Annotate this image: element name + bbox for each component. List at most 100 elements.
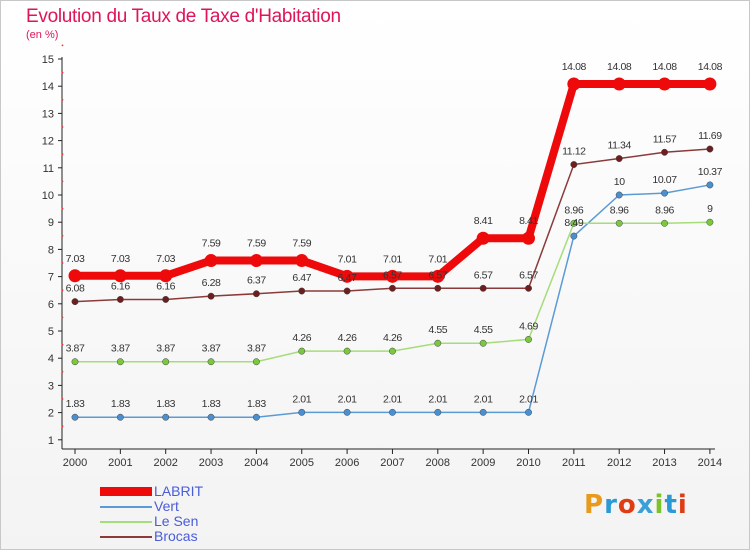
data-label-le-sen: 9 [707,203,713,215]
data-label-labrit: 14.08 [562,61,587,73]
legend-label: Brocas [154,528,198,544]
x-tick-label: 2009 [471,457,495,469]
y-minor-tick [61,207,64,210]
data-label-le-sen: 3.87 [66,343,85,355]
point-le-sen [389,347,396,355]
point-brocas [252,290,260,298]
data-label-brocas: 6.47 [292,272,311,284]
x-tick-label: 2000 [63,457,87,469]
y-minor-tick [61,180,64,183]
data-label-le-sen: 4.26 [292,332,311,344]
point-vert [570,232,578,240]
point-brocas [116,295,124,303]
data-label-brocas: 6.47 [338,272,357,284]
data-label-brocas: 6.57 [428,269,447,281]
y-tick-label: 12 [42,136,54,148]
point-le-sen [343,347,351,355]
point-vert [162,413,170,421]
point-labrit [431,269,445,283]
data-label-labrit: 7.03 [156,253,175,265]
proxiti-logo: Proxiti [584,490,688,520]
y-tick-label: 9 [48,217,54,229]
point-brocas [298,287,306,295]
y-tick-label: 8 [48,244,54,256]
point-le-sen [570,219,578,227]
legend-item-vert: Vert [100,499,203,514]
point-brocas [71,298,79,306]
point-vert [434,408,442,416]
point-brocas [162,295,170,303]
point-labrit [249,254,263,268]
logo-letter: t [664,490,678,520]
y-minor-tick [61,126,64,128]
data-label-brocas: 6.37 [247,275,266,287]
y-tick-label: 1 [48,435,54,447]
point-le-sen [162,358,170,366]
point-brocas [207,292,215,300]
data-label-le-sen: 4.26 [338,332,357,344]
point-le-sen [207,358,215,366]
y-minor-tick [61,316,64,319]
y-tick-label: 11 [43,163,54,175]
point-vert [479,408,487,416]
y-tick-label: 15 [42,54,54,66]
y-minor-tick [61,71,64,74]
x-tick-label: 2011 [562,457,586,469]
logo-letter: P [584,490,605,520]
data-label-vert: 8.49 [564,217,583,229]
point-brocas [661,148,668,156]
point-labrit [295,254,309,268]
point-brocas [706,145,714,153]
data-label-labrit: 14.08 [652,61,677,73]
y-tick-label: 3 [48,380,54,392]
point-le-sen [298,347,306,355]
data-label-vert: 1.83 [66,398,85,410]
legend-item-brocas: Brocas [100,529,203,544]
data-label-le-sen: 8.96 [610,204,629,216]
point-vert [116,413,124,421]
data-label-labrit: 7.59 [292,238,311,250]
data-label-le-sen: 3.87 [111,343,130,355]
x-tick-label: 2012 [607,457,631,469]
data-label-le-sen: 4.26 [383,332,402,344]
point-labrit [113,269,127,283]
point-le-sen [615,219,623,227]
data-label-brocas: 11.69 [698,130,722,142]
y-tick-label: 13 [42,108,54,120]
data-label-le-sen: 3.87 [247,343,266,355]
point-le-sen [706,218,714,226]
x-tick-label: 2002 [153,457,177,469]
data-label-labrit: 7.03 [111,253,130,265]
legend-swatch [100,505,152,508]
data-label-vert: 2.01 [292,393,311,405]
point-vert [615,191,623,199]
data-label-brocas: 11.12 [562,146,586,158]
chart-title: Evolution du Taux de Taxe d'Habitation [26,6,341,27]
point-brocas [389,284,396,292]
point-vert [389,408,396,416]
data-label-labrit: 7.03 [66,253,85,265]
legend-swatch [100,487,152,496]
data-label-labrit: 7.59 [247,238,266,250]
y-minor-tick [61,153,64,156]
data-label-labrit: 7.59 [202,238,221,250]
point-labrit [204,254,218,268]
point-brocas [615,155,623,163]
x-tick-label: 2010 [516,457,540,469]
y-tick-label: 2 [48,408,54,420]
point-le-sen [252,358,260,366]
data-label-brocas: 6.57 [474,269,493,281]
point-brocas [525,284,532,292]
point-labrit [68,269,82,283]
data-label-brocas: 6.16 [111,280,130,292]
point-brocas [570,161,578,168]
point-le-sen [479,339,487,347]
data-label-le-sen: 3.87 [156,343,175,355]
point-labrit [476,231,490,245]
data-label-vert: 1.83 [111,398,130,410]
x-tick-label: 2006 [335,457,359,469]
point-le-sen [71,358,79,366]
x-tick-label: 2004 [244,457,268,469]
legend-swatch [100,520,152,523]
